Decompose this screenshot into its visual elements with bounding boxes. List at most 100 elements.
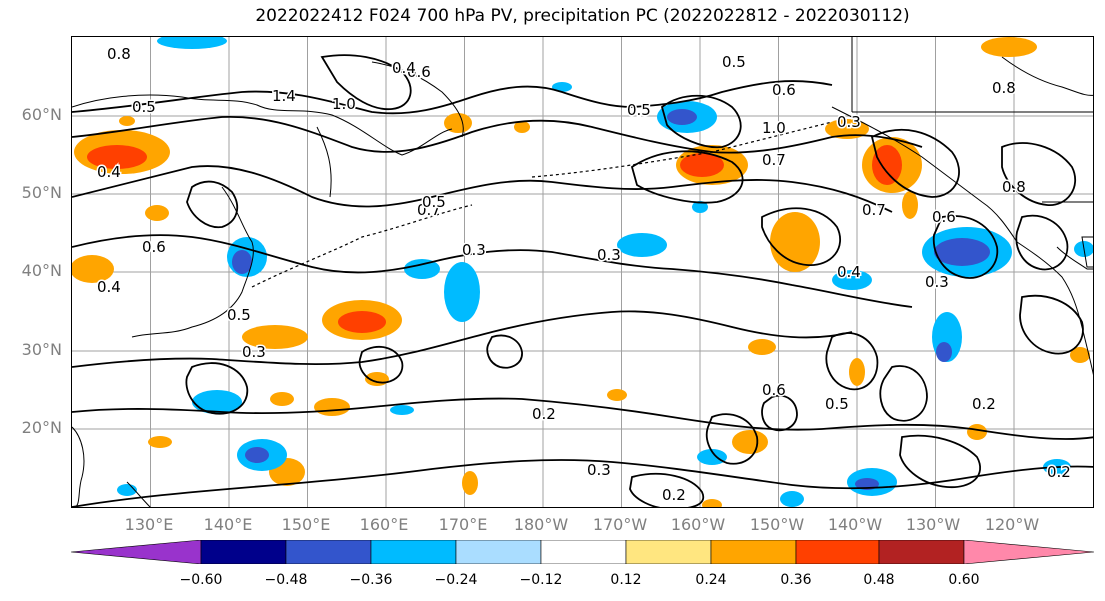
precip-blob [680, 153, 724, 177]
precip-blob [390, 405, 414, 415]
precip-blob [192, 390, 242, 414]
lat-label: 60°N [21, 105, 62, 124]
precip-blob [732, 430, 768, 454]
pv-contours [72, 54, 1093, 507]
precip-positive [72, 37, 1090, 507]
contour-label: 0.6 [762, 381, 786, 399]
colorbar-tick-label: 0.60 [948, 572, 980, 588]
precip-blob [780, 491, 804, 507]
contour-label: 1.4 [272, 87, 296, 105]
colorbar-tick-label: −0.48 [264, 572, 308, 588]
colorbar-segment [540, 540, 627, 564]
contour-label: 0.7 [417, 201, 441, 219]
contour-label: 0.2 [1047, 463, 1071, 481]
contour-label: 0.4 [97, 163, 121, 181]
contour-label: 0.5 [722, 53, 746, 71]
precip-blob [404, 259, 440, 279]
precip-blob [232, 250, 252, 274]
precip-blob [87, 145, 147, 169]
precip-blob [770, 212, 820, 272]
contour-label: 0.4 [392, 59, 416, 77]
contour-label: 1.0 [332, 95, 356, 113]
graticule [72, 37, 1093, 507]
lat-label: 40°N [21, 261, 62, 280]
contour-label: 0.3 [462, 241, 486, 259]
precip-blob [314, 398, 350, 416]
contour-label: 0.6 [142, 238, 166, 256]
contour-label: 0.2 [532, 405, 556, 423]
contour-label: 1.0 [762, 119, 786, 137]
contour-label: 0.4 [837, 263, 861, 281]
contour-label: 0.3 [925, 273, 949, 291]
colorbar-segment [878, 540, 965, 564]
colorbar-segment [370, 540, 457, 564]
lon-label: 170°W [592, 515, 648, 534]
colorbar-tick-label: −0.24 [434, 572, 478, 588]
precip-blob [872, 145, 902, 185]
contour-label: 0.8 [1002, 178, 1026, 196]
precip-blob [936, 342, 952, 362]
lon-label: 130°E [124, 515, 174, 534]
precip-blob [832, 270, 872, 290]
colorbar-tick-label: 0.24 [695, 572, 727, 588]
lon-label: 160°E [359, 515, 409, 534]
lon-label: 140°E [203, 515, 253, 534]
colorbar-segment [285, 540, 372, 564]
lon-label: 170°E [438, 515, 488, 534]
precip-blob [934, 238, 990, 266]
lon-label: 120°W [984, 515, 1040, 534]
colorbar-tick-label: −0.60 [179, 572, 223, 588]
colorbar-segment [625, 540, 712, 564]
precip-shading [72, 37, 1093, 507]
colorbar-segment [71, 540, 202, 564]
precip-blob [697, 449, 727, 465]
precip-blob [148, 436, 172, 448]
precip-blob [245, 447, 269, 463]
contour-label: 0.3 [242, 343, 266, 361]
lon-label: 140°W [827, 515, 883, 534]
colorbar-tick-label: 0.48 [863, 572, 895, 588]
colorbar-segments [71, 540, 1095, 564]
coastlines [72, 37, 1093, 507]
precip-blob [617, 233, 667, 257]
precip-blob [902, 191, 918, 219]
lon-label: 150°W [749, 515, 805, 534]
colorbar [71, 540, 1095, 564]
map-svg: 0.8 1.4 1.0 0.6 0.4 0.5 0.7 0.3 0.2 1.0 0.6 0.5 0.8 0… [72, 37, 1093, 507]
contour-label: 0.6 [772, 81, 796, 99]
precip-blob [462, 471, 478, 495]
figure-title: 2022022412 F024 700 hPa PV, precipitatio… [255, 6, 910, 26]
colorbar-tick-label: −0.12 [519, 572, 563, 588]
colorbar-segment [455, 540, 542, 564]
lon-label: 130°W [905, 515, 961, 534]
precip-blob [849, 358, 865, 386]
precip-blob [338, 311, 386, 333]
lon-label: 160°W [670, 515, 726, 534]
lon-label: 150°E [281, 515, 331, 534]
lat-label: 50°N [21, 183, 62, 202]
contour-labels: 0.8 1.4 1.0 0.6 0.4 0.5 0.7 0.3 0.2 1.0 0.6 0.5 0.8 0… [96, 44, 1073, 506]
precip-blob [1070, 347, 1090, 363]
contour-label: 0.4 [97, 278, 121, 296]
colorbar-segment [795, 540, 880, 564]
contour-label: 0.8 [107, 45, 131, 63]
precip-blob [444, 262, 480, 322]
colorbar-segment [963, 540, 1095, 564]
precip-negative [117, 37, 1093, 507]
precip-blob [607, 389, 627, 401]
contour-label: 0.7 [862, 201, 886, 219]
precip-blob [145, 205, 169, 221]
lon-label: 180°W [513, 515, 569, 534]
contour-label: 0.3 [597, 246, 621, 264]
precip-blob [825, 119, 869, 139]
contour-label: 0.5 [227, 306, 251, 324]
precip-blob [270, 392, 294, 406]
precip-blob [967, 424, 987, 440]
contour-label: 0.3 [587, 461, 611, 479]
precip-blob [702, 499, 722, 507]
precip-blob [72, 255, 114, 283]
map-plot-area: 0.8 1.4 1.0 0.6 0.4 0.5 0.7 0.3 0.2 1.0 0.6 0.5 0.8 0… [71, 36, 1094, 508]
precip-blob [119, 116, 135, 126]
precip-blob [444, 113, 472, 133]
contour-label: 0.2 [662, 486, 686, 504]
